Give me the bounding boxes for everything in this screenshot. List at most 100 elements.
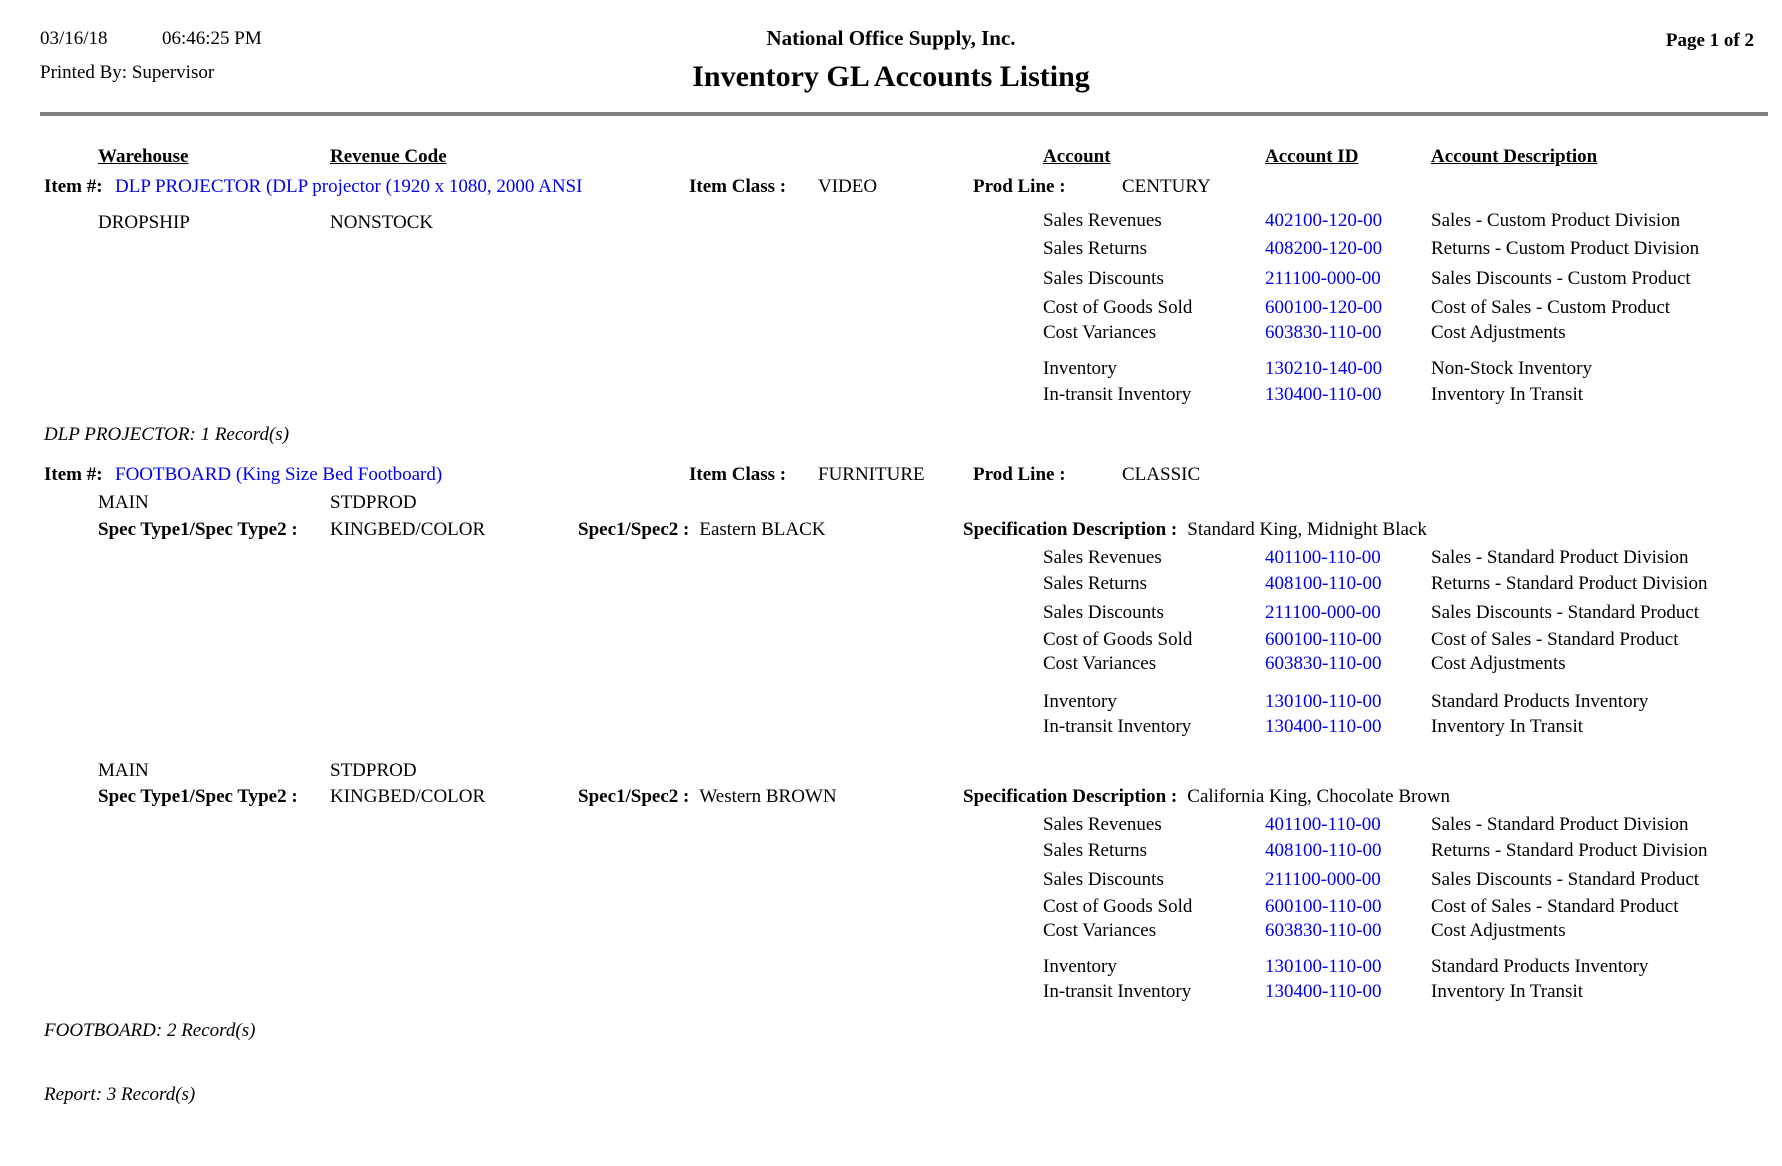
account-row: Sales Returns 408100-110-00 Returns - St… [0, 573, 1782, 599]
spec-values-label: Spec1/Spec2 : [578, 786, 690, 807]
account-label: In-transit Inventory [1043, 716, 1192, 737]
prod-line-value: CENTURY [1122, 176, 1211, 197]
warehouse-row: MAIN STDPROD [0, 492, 1782, 518]
revenue-code-value: STDPROD [330, 492, 417, 513]
account-label: Sales Discounts [1043, 869, 1164, 890]
column-header-account-description: Account Description [1431, 146, 1598, 167]
account-label: Cost of Goods Sold [1043, 896, 1193, 917]
account-id-link[interactable]: 603830-110-00 [1265, 653, 1382, 674]
account-description: Standard Products Inventory [1431, 691, 1649, 712]
account-row: In-transit Inventory 130400-110-00 Inven… [0, 981, 1782, 1007]
column-header-revenue-code: Revenue Code [330, 146, 447, 167]
account-row: Cost of Goods Sold 600100-110-00 Cost of… [0, 629, 1782, 655]
account-id-link[interactable]: 408100-110-00 [1265, 840, 1382, 861]
spec-description-group: Specification Description : California Ki… [963, 786, 1450, 808]
account-label: Inventory [1043, 691, 1117, 712]
account-label: Sales Returns [1043, 840, 1147, 861]
spec-types-label: Spec Type1/Spec Type2 : [98, 519, 298, 540]
account-row: In-transit Inventory 130400-110-00 Inven… [0, 384, 1782, 410]
account-id-link[interactable]: 603830-110-00 [1265, 322, 1382, 343]
item-number-link[interactable]: DLP PROJECTOR (DLP projector (1920 x 108… [115, 176, 583, 197]
item-header-row: Item #: FOOTBOARD (King Size Bed Footboa… [0, 464, 1782, 490]
account-row: Inventory 130100-110-00 Standard Product… [0, 956, 1782, 982]
account-label: Inventory [1043, 358, 1117, 379]
item-number-link[interactable]: FOOTBOARD (King Size Bed Footboard) [115, 464, 443, 485]
warehouse-value: MAIN [98, 760, 149, 781]
spec-types-label: Spec Type1/Spec Type2 : [98, 786, 298, 807]
header-printedby-row: Printed By: Supervisor [0, 62, 1782, 88]
account-description: Returns - Standard Product Division [1431, 573, 1708, 594]
report-summary: Report: 3 Record(s) [44, 1084, 196, 1105]
account-row: Cost of Goods Sold 600100-120-00 Cost of… [0, 297, 1782, 323]
warehouse-value: MAIN [98, 492, 149, 513]
spec-values-value: Eastern BLACK [699, 519, 826, 540]
account-id-link[interactable]: 408100-110-00 [1265, 573, 1382, 594]
item-class-value: FURNITURE [818, 464, 925, 485]
account-description: Returns - Custom Product Division [1431, 238, 1700, 259]
account-description: Cost of Sales - Standard Product [1431, 896, 1679, 917]
account-description: Cost of Sales - Standard Product [1431, 629, 1679, 650]
account-description: Inventory In Transit [1431, 384, 1583, 405]
item-header-row: Item #: DLP PROJECTOR (DLP projector (19… [0, 176, 1782, 202]
account-row: Sales Revenues 402100-120-00 Sales - Cus… [0, 210, 1782, 236]
prod-line-label: Prod Line : [973, 464, 1066, 485]
account-label: Cost of Goods Sold [1043, 297, 1193, 318]
printed-by: Printed By: Supervisor [40, 62, 215, 83]
account-id-link[interactable]: 211100-000-00 [1265, 602, 1381, 623]
report-title: Inventory GL Accounts Listing [692, 60, 1090, 93]
account-id-link[interactable]: 130210-140-00 [1265, 358, 1383, 379]
account-id-link[interactable]: 130100-110-00 [1265, 691, 1382, 712]
spec-types-value: KINGBED/COLOR [330, 786, 486, 807]
account-description: Sales - Standard Product Division [1431, 547, 1689, 568]
item-no-label: Item #: [44, 464, 103, 485]
account-label: Sales Revenues [1043, 210, 1162, 231]
account-description: Cost Adjustments [1431, 920, 1566, 941]
account-id-link[interactable]: 130100-110-00 [1265, 956, 1382, 977]
account-id-link[interactable]: 401100-110-00 [1265, 814, 1381, 835]
account-label: Cost of Goods Sold [1043, 629, 1193, 650]
account-id-link[interactable]: 408200-120-00 [1265, 238, 1383, 259]
report-time: 06:46:25 PM [162, 28, 262, 49]
page-indicator: Page 1 of 2 [1665, 30, 1754, 51]
account-id-link[interactable]: 401100-110-00 [1265, 547, 1381, 568]
account-id-link[interactable]: 600100-110-00 [1265, 896, 1382, 917]
account-id-link[interactable]: 130400-110-00 [1265, 981, 1382, 1002]
item-no-label: Item #: [44, 176, 103, 197]
account-label: Sales Returns [1043, 573, 1147, 594]
account-description: Sales - Standard Product Division [1431, 814, 1689, 835]
account-description: Cost of Sales - Custom Product [1431, 297, 1671, 318]
account-row: Sales Discounts 211100-000-00 Sales Disc… [0, 869, 1782, 895]
account-description: Inventory In Transit [1431, 716, 1583, 737]
spec-description-value: California King, Chocolate Brown [1187, 786, 1451, 807]
spec-values-group: Spec1/Spec2 : Eastern BLACK [578, 519, 825, 541]
account-id-link[interactable]: 211100-000-00 [1265, 869, 1381, 890]
account-row: In-transit Inventory 130400-110-00 Inven… [0, 716, 1782, 742]
spec-values-value: Western BROWN [699, 786, 837, 807]
account-label: Inventory [1043, 956, 1117, 977]
account-label: Cost Variances [1043, 920, 1157, 941]
account-id-link[interactable]: 402100-120-00 [1265, 210, 1383, 231]
account-row: Sales Returns 408200-120-00 Returns - Cu… [0, 238, 1782, 264]
account-row: Cost of Goods Sold 600100-110-00 Cost of… [0, 896, 1782, 922]
spec-description-group: Specification Description : Standard King… [963, 519, 1427, 541]
account-id-link[interactable]: 603830-110-00 [1265, 920, 1382, 941]
account-label: Sales Revenues [1043, 814, 1162, 835]
account-description: Returns - Standard Product Division [1431, 840, 1708, 861]
account-id-link[interactable]: 600100-120-00 [1265, 297, 1383, 318]
column-header-account-id: Account ID [1265, 146, 1359, 167]
account-id-link[interactable]: 600100-110-00 [1265, 629, 1382, 650]
spec-row: Spec Type1/Spec Type2 : KINGBED/COLOR Sp… [0, 786, 1782, 812]
account-id-link[interactable]: 130400-110-00 [1265, 716, 1382, 737]
prod-line-value: CLASSIC [1122, 464, 1201, 485]
spec-row: Spec Type1/Spec Type2 : KINGBED/COLOR Sp… [0, 519, 1782, 545]
revenue-code-value: NONSTOCK [330, 212, 434, 233]
column-header-row: Warehouse Revenue Code Account Account I… [0, 146, 1782, 172]
account-row: Inventory 130210-140-00 Non-Stock Invent… [0, 358, 1782, 384]
account-row: Sales Revenues 401100-110-00 Sales - Sta… [0, 814, 1782, 840]
account-id-link[interactable]: 130400-110-00 [1265, 384, 1382, 405]
warehouse-row: MAIN STDPROD [0, 760, 1782, 786]
account-id-link[interactable]: 211100-000-00 [1265, 268, 1381, 289]
account-row: Sales Discounts 211100-000-00 Sales Disc… [0, 268, 1782, 294]
account-label: Sales Discounts [1043, 602, 1164, 623]
